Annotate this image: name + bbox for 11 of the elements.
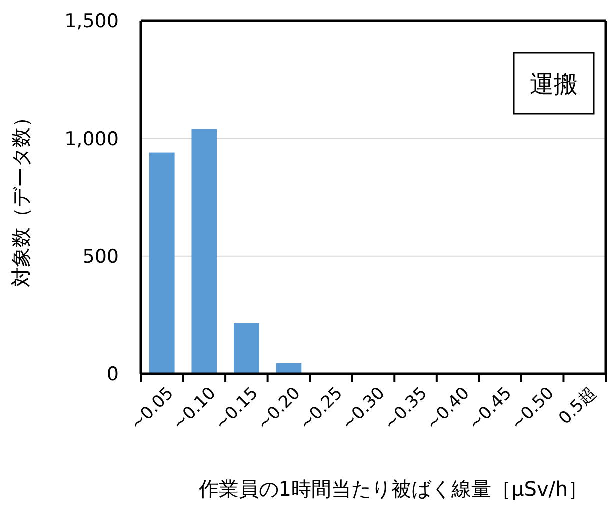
y-tick-label: 1,000 (64, 128, 119, 150)
y-tick-label: 0 (106, 364, 119, 386)
bar (149, 152, 175, 374)
bar (192, 129, 218, 374)
x-tick-label: 0.5超 (555, 384, 601, 429)
y-axis-title: 対象数（データ数） (9, 108, 33, 288)
bar (234, 323, 260, 374)
x-axis-title: 作業員の1時間当たり被ばく線量［μSv/h］ (198, 477, 588, 501)
annotation: 運搬 (530, 70, 578, 98)
y-tick-label: 1,500 (64, 10, 119, 33)
y-tick-label: 500 (82, 246, 119, 268)
